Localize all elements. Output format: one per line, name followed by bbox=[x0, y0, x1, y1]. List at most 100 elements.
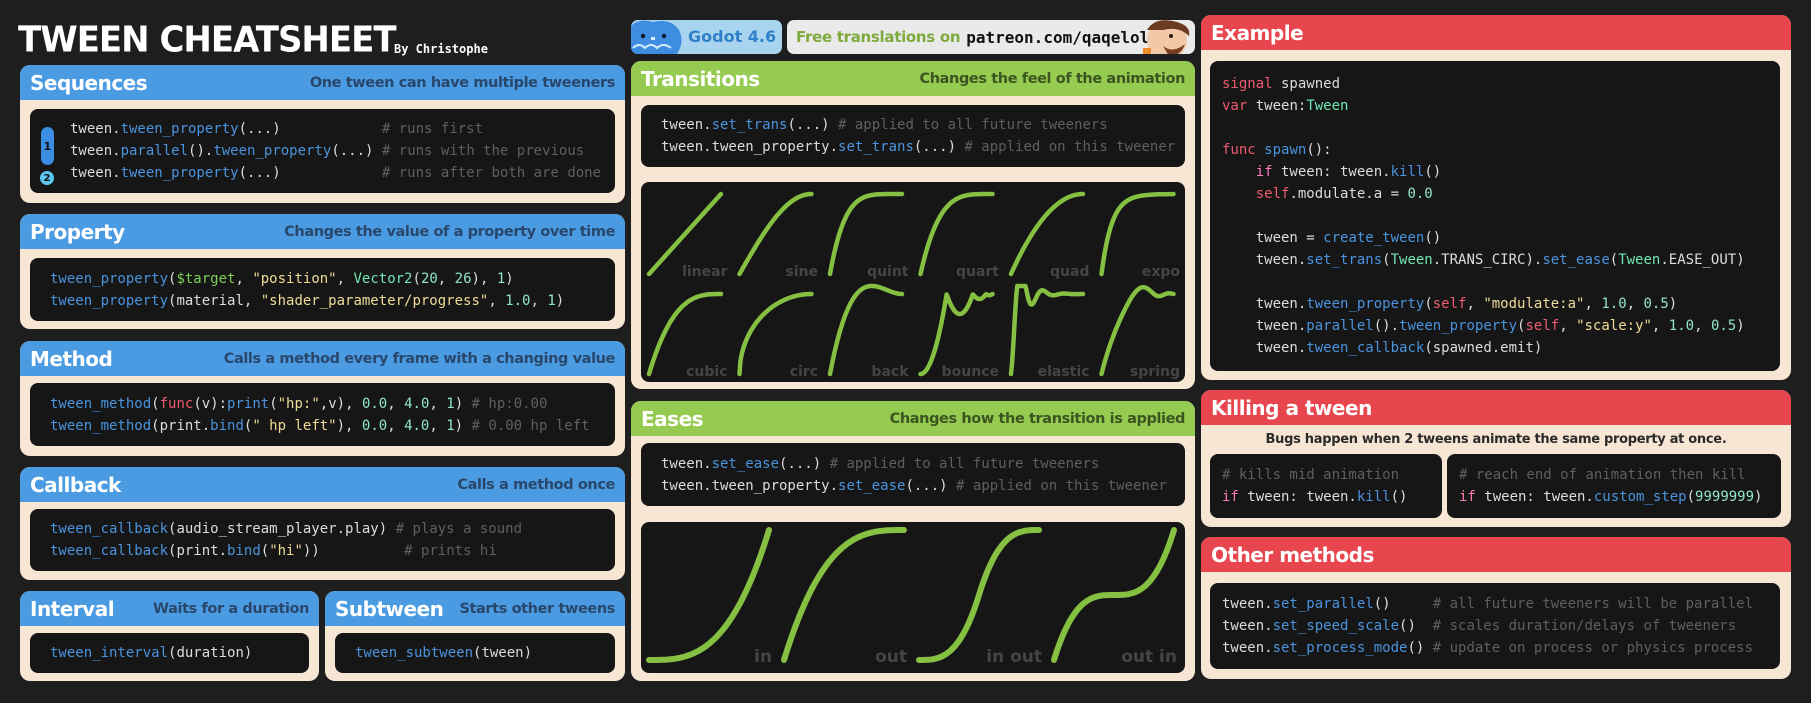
code-token: (...) bbox=[331, 143, 382, 159]
code-token: tween: tween. bbox=[1475, 489, 1594, 505]
code-token: tween_property bbox=[120, 165, 239, 181]
eases-header: Eases Changes how the transition is appli… bbox=[631, 401, 1195, 436]
code-line: tween_callback(print.bind("hi")) # print… bbox=[50, 540, 595, 562]
callback-card: Callback Calls a method once tween_callba… bbox=[20, 467, 625, 580]
curve-label: spring bbox=[1130, 364, 1180, 380]
code-line bbox=[1222, 117, 1760, 139]
example-header: Example bbox=[1201, 15, 1791, 50]
curve-label: back bbox=[871, 364, 909, 380]
curve-cell-sine: sine bbox=[737, 191, 818, 280]
code-token: () bbox=[1390, 489, 1408, 505]
curve-label: in bbox=[754, 647, 772, 667]
code-token: # reach end of animation then kill bbox=[1459, 467, 1746, 483]
code-token: parallel bbox=[120, 143, 189, 159]
curve-cell-bounce: bounce bbox=[918, 291, 999, 380]
curve-quint bbox=[827, 191, 905, 277]
code-token: , bbox=[1651, 318, 1669, 334]
code-token: if bbox=[1459, 489, 1476, 505]
curve-label: cubic bbox=[686, 364, 727, 380]
code-token: ( bbox=[1382, 252, 1391, 268]
code-token: ) bbox=[1736, 318, 1745, 334]
code-token: set_speed_scale bbox=[1272, 618, 1400, 634]
author-byline: By Christophe bbox=[394, 42, 488, 56]
section-title: Callback bbox=[30, 472, 121, 497]
code-token: set_parallel bbox=[1272, 596, 1374, 612]
code-line: tween.set_trans(...) # applied to all fu… bbox=[661, 114, 1165, 136]
code-token: # kills mid animation bbox=[1222, 467, 1400, 483]
section-subtitle: Changes the feel of the animation bbox=[919, 70, 1185, 87]
curve-cubic bbox=[646, 291, 724, 377]
code-token: () bbox=[1373, 596, 1433, 612]
code-token: .EASE_OUT) bbox=[1660, 252, 1745, 268]
code-token: if bbox=[1222, 489, 1239, 505]
curve-expo bbox=[1099, 191, 1176, 277]
curve-cell-quint: quint bbox=[827, 191, 909, 280]
code-token: ( bbox=[168, 270, 177, 287]
code-token: tween.tween_property. bbox=[661, 477, 839, 494]
code-token: bind bbox=[227, 543, 261, 559]
code-line: # reach end of animation then kill bbox=[1459, 464, 1761, 486]
code-line: tween.tween_property(...) # runs first bbox=[70, 118, 595, 140]
code-line bbox=[1222, 271, 1760, 293]
code-token: 1 bbox=[496, 270, 506, 287]
section-subtitle: Calls a method every frame with a changi… bbox=[223, 350, 616, 367]
curve-cell-in: in bbox=[646, 527, 772, 667]
subtween-card: Subtween Starts other tweens tween_subtwe… bbox=[325, 591, 625, 681]
code-token: func bbox=[1222, 142, 1256, 158]
curve-cell-out: out bbox=[781, 527, 907, 667]
curve-in-out bbox=[916, 527, 1042, 663]
code-block: tween.set_parallel() # all future tweene… bbox=[1210, 583, 1780, 669]
code-token: tween.tween_property. bbox=[661, 139, 839, 155]
section-title: Other methods bbox=[1211, 542, 1374, 567]
code-token: set_ease bbox=[838, 477, 906, 494]
method-header: Method Calls a method every frame with a … bbox=[20, 341, 625, 376]
code-token: custom_step bbox=[1593, 489, 1687, 505]
code-token: tween. bbox=[70, 121, 121, 137]
code-token: tween. bbox=[1222, 340, 1307, 356]
code-line: tween.tween_property(...) # runs after b… bbox=[70, 162, 601, 184]
other-methods-card: Other methods tween.set_parallel() # all… bbox=[1201, 537, 1791, 679]
code-token: set_ease bbox=[711, 455, 780, 472]
interval-header: Interval Waits for a duration bbox=[20, 591, 319, 626]
section-subtitle: Waits for a duration bbox=[153, 600, 309, 617]
code-token: 1.0 bbox=[505, 292, 531, 309]
code-token: func bbox=[159, 395, 194, 412]
code-token: tween: tween. bbox=[1272, 164, 1391, 180]
code-token: () bbox=[1424, 164, 1442, 180]
code-token: ), bbox=[336, 417, 362, 434]
code-token: 1 bbox=[446, 395, 455, 412]
code-token: "shader_parameter/progress" bbox=[260, 292, 489, 309]
code-block: signal spawned var tween:Tween func spawn(… bbox=[1210, 61, 1780, 371]
property-header: Property Changes the value of a property … bbox=[20, 214, 625, 249]
code-line: if tween: tween.kill() bbox=[1222, 486, 1422, 508]
killing-note: Bugs happen when 2 tweens animate the sa… bbox=[1265, 432, 1727, 447]
code-token: # prints hi bbox=[404, 543, 497, 559]
patreon-link[interactable]: patreon.com/qaqelol bbox=[966, 27, 1150, 47]
code-token: spawn bbox=[1264, 142, 1307, 158]
translations-banner[interactable]: Free translations on patreon.com/qaqelol bbox=[787, 20, 1195, 54]
code-token: # 0.00 hp left bbox=[471, 417, 590, 434]
code-token: tween. bbox=[661, 455, 712, 472]
code-token: 0.5 bbox=[1643, 296, 1669, 312]
curve-circ bbox=[737, 291, 814, 377]
code-token: ) bbox=[505, 270, 514, 287]
curve-spring bbox=[1099, 285, 1176, 377]
section-title: Property bbox=[30, 219, 125, 244]
code-token: 4.0 bbox=[404, 395, 430, 412]
code-token: # applied on this tweener bbox=[964, 139, 1176, 155]
code-token: 9999999 bbox=[1695, 489, 1755, 505]
code-line: tween.tween_callback(spawned.emit) bbox=[1222, 337, 1760, 359]
code-token: tween. bbox=[1222, 618, 1273, 634]
curve-label: expo bbox=[1142, 264, 1181, 280]
code-token: (material, bbox=[168, 292, 261, 309]
code-token: (tween) bbox=[473, 645, 533, 661]
code-token: , bbox=[235, 270, 253, 287]
code-block: tween.tween_property(...) # runs first tw… bbox=[30, 109, 615, 193]
code-token: 1 bbox=[446, 417, 455, 434]
code-token: ( bbox=[260, 543, 270, 559]
code-line: # kills mid animation bbox=[1222, 464, 1422, 486]
code-block: tween_interval(duration) bbox=[30, 633, 309, 673]
code-line: tween_property(material, "shader_paramet… bbox=[50, 290, 595, 312]
code-token: (duration) bbox=[168, 645, 253, 661]
code-token: print bbox=[227, 395, 270, 412]
